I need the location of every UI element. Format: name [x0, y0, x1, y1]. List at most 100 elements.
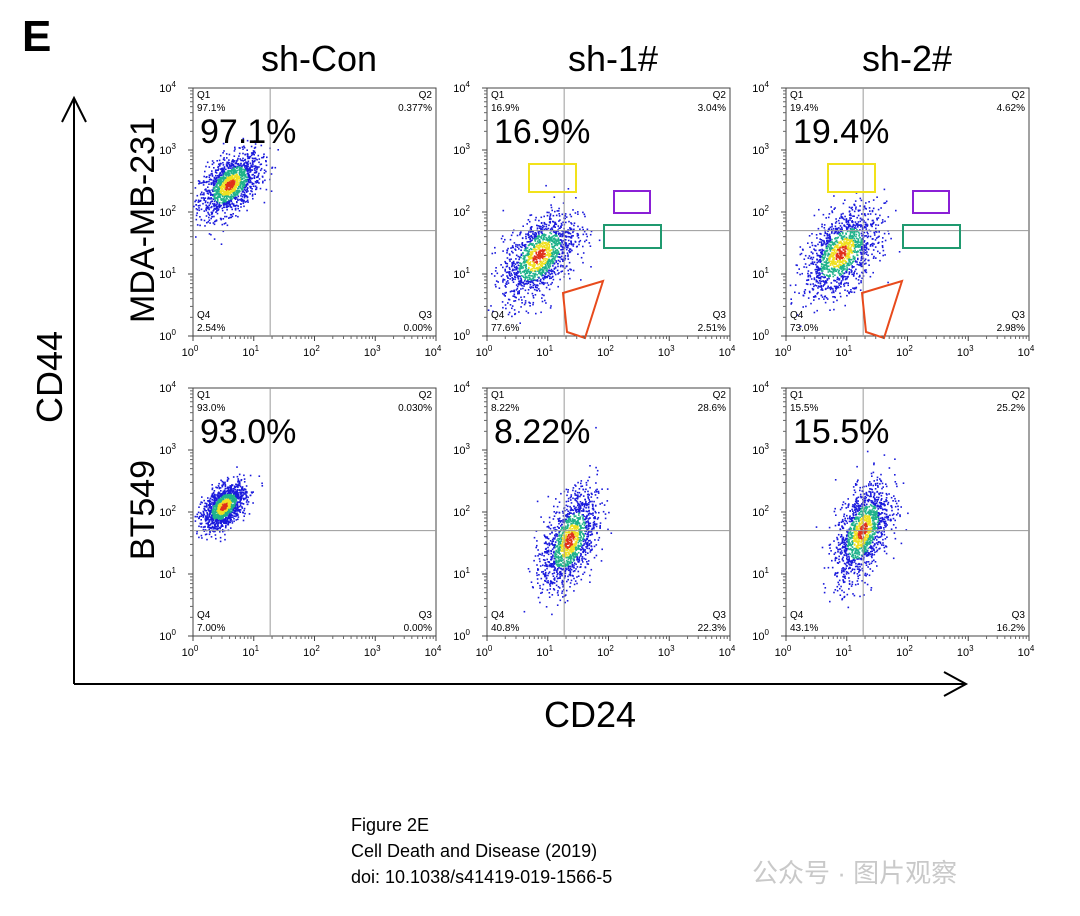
scatter-point — [525, 270, 527, 272]
scatter-point — [206, 513, 209, 515]
scatter-point — [826, 267, 828, 269]
scatter-point — [856, 216, 858, 219]
scatter-point — [546, 275, 549, 278]
scatter-point — [876, 217, 878, 220]
scatter-point — [528, 272, 531, 275]
scatter-point — [519, 232, 522, 235]
scatter-point — [548, 238, 550, 240]
scatter-point — [842, 246, 845, 248]
scatter-point — [535, 216, 537, 219]
scatter-point — [222, 218, 225, 220]
quadrant-name-q2: Q2 — [713, 90, 727, 101]
scatter-point — [501, 235, 504, 237]
scatter-point — [851, 206, 853, 209]
scatter-point — [887, 216, 890, 218]
scatter-point — [890, 237, 892, 240]
x-tick-label: 102 — [303, 344, 320, 359]
scatter-point — [851, 225, 853, 228]
scatter-point — [519, 280, 521, 282]
scatter-point — [851, 273, 853, 276]
scatter-point — [226, 189, 228, 191]
scatter-point — [213, 496, 216, 498]
scatter-point — [230, 178, 232, 180]
scatter-point — [529, 247, 532, 250]
scatter-point — [842, 244, 844, 247]
scatter-point — [246, 180, 248, 182]
scatter-point — [835, 245, 838, 248]
scatter-point — [542, 281, 544, 284]
scatter-point — [239, 190, 241, 193]
scatter-point — [227, 192, 230, 194]
scatter-point — [210, 200, 212, 203]
scatter-point — [521, 299, 523, 301]
scatter-point — [848, 291, 850, 294]
scatter-point — [821, 253, 824, 255]
scatter-point — [207, 518, 209, 521]
scatter-point — [831, 238, 833, 241]
scatter-point — [227, 201, 229, 203]
scatter-point — [513, 262, 515, 264]
scatter-point — [532, 233, 534, 235]
scatter-point — [559, 265, 562, 268]
scatter-point — [535, 261, 538, 264]
scatter-point — [854, 249, 856, 251]
scatter-point — [211, 513, 214, 515]
scatter-point — [546, 276, 548, 279]
scatter-point — [866, 251, 868, 253]
scatter-point — [535, 259, 538, 261]
scatter-point — [850, 214, 852, 217]
scatter-point — [205, 209, 208, 212]
scatter-point — [220, 184, 223, 186]
scatter-point — [831, 262, 833, 265]
scatter-point — [214, 516, 217, 519]
scatter-point — [502, 306, 504, 309]
scatter-point — [873, 221, 875, 224]
scatter-point — [220, 520, 222, 522]
scatter-point — [226, 208, 228, 211]
scatter-point — [859, 249, 861, 251]
scatter-point — [538, 272, 540, 275]
scatter-point — [857, 258, 859, 261]
scatter-point — [552, 255, 554, 257]
scatter-point — [533, 266, 536, 268]
scatter-point — [244, 153, 247, 156]
scatter-point — [219, 205, 221, 208]
scatter-point — [225, 201, 228, 203]
scatter-point — [534, 261, 536, 264]
scatter-point — [246, 209, 248, 212]
scatter-point — [252, 185, 255, 187]
scatter-point — [510, 290, 513, 292]
scatter-point — [208, 166, 211, 168]
scatter-point — [251, 188, 253, 190]
scatter-point — [530, 275, 533, 277]
scatter-point — [206, 205, 209, 208]
scatter-point — [542, 255, 545, 258]
scatter-point — [860, 244, 862, 246]
scatter-point — [203, 181, 206, 183]
scatter-point — [841, 261, 844, 263]
scatter-point — [831, 258, 834, 261]
scatter-point — [533, 267, 535, 270]
scatter-point — [517, 278, 520, 280]
scatter-point — [551, 252, 553, 254]
scatter-point — [518, 275, 520, 277]
quadrant-value-q3: 0.00% — [404, 323, 432, 334]
y-tick-label: 104 — [453, 80, 470, 95]
scatter-point — [840, 282, 842, 284]
scatter-point — [197, 199, 200, 202]
scatter-point — [522, 281, 525, 284]
scatter-point — [819, 249, 821, 251]
scatter-point — [544, 263, 547, 266]
scatter-point — [507, 247, 509, 250]
scatter-point — [804, 254, 807, 257]
scatter-point — [846, 290, 849, 292]
scatter-point — [213, 187, 215, 190]
scatter-point — [559, 239, 562, 241]
scatter-point — [828, 234, 831, 237]
scatter-point — [542, 277, 544, 279]
scatter-point — [505, 291, 507, 294]
scatter-point — [864, 246, 867, 249]
scatter-point — [224, 202, 226, 204]
scatter-point — [533, 245, 535, 247]
scatter-point — [567, 244, 570, 247]
